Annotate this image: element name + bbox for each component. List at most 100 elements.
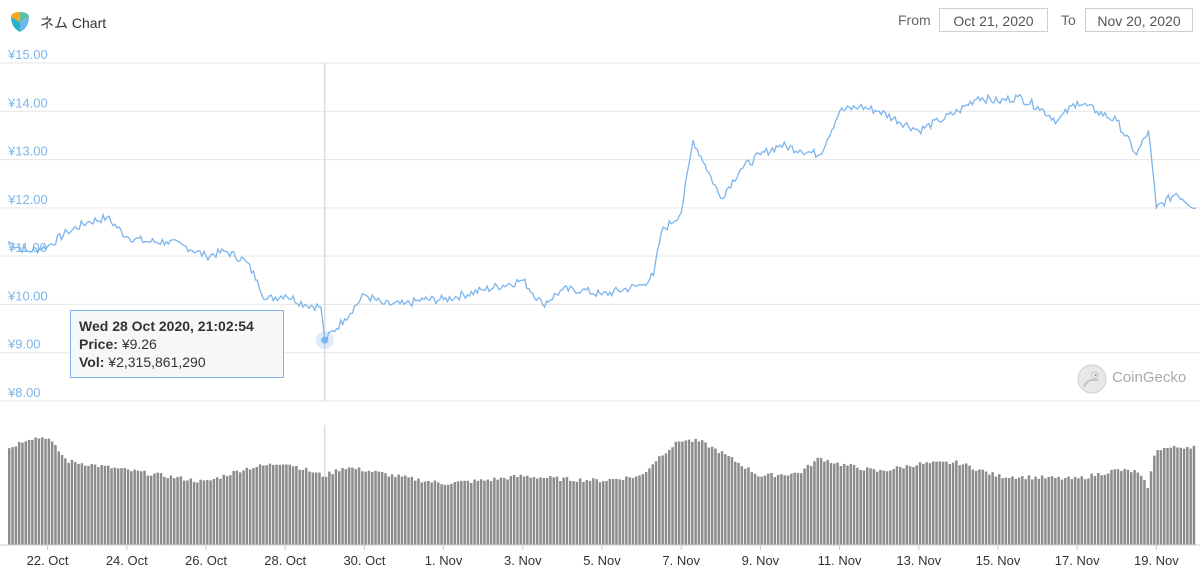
volume-bar [80, 463, 84, 545]
volume-bar [516, 477, 519, 545]
volume-bar [479, 479, 483, 545]
volume-bar [248, 469, 252, 545]
volume-bar [582, 482, 585, 545]
volume-bar [338, 471, 341, 545]
hover-point [321, 336, 329, 344]
volume-bar [1014, 478, 1017, 545]
volume-bar [767, 473, 770, 545]
volume-bar [156, 472, 159, 545]
volume-bar [301, 469, 305, 545]
volume-bar [951, 462, 955, 545]
volume-bar [747, 467, 750, 545]
volume-bar [460, 480, 463, 545]
volume-bar [618, 479, 621, 545]
volume-bar [21, 442, 24, 545]
volume-bar [24, 441, 27, 545]
volume-bar [674, 441, 678, 545]
volume-bar [816, 457, 819, 545]
volume-bar [704, 442, 707, 545]
volume-bar [34, 437, 37, 545]
volume-bar [961, 464, 965, 545]
volume-bar [608, 479, 612, 545]
volume-bar [351, 467, 354, 545]
volume-bar [400, 476, 404, 545]
tooltip-vol-value: ¥2,315,861,290 [108, 354, 206, 370]
y-tick-label: ¥12.00 [7, 192, 48, 207]
volume-bar [1011, 476, 1014, 545]
volume-bar [374, 470, 377, 545]
volume-bar [724, 454, 727, 545]
volume-bar [1156, 450, 1159, 545]
volume-bar [552, 477, 555, 545]
volume-bar [50, 441, 54, 545]
volume-bar [1139, 475, 1143, 545]
volume-bar [126, 469, 130, 545]
volume-bar [1090, 473, 1093, 545]
volume-bar [978, 469, 981, 545]
volume-bar [258, 464, 262, 545]
volume-bar [1054, 478, 1057, 545]
volume-bar [644, 471, 648, 545]
tooltip-vol-label: Vol: [79, 354, 105, 370]
from-date-input[interactable]: Oct 21, 2020 [939, 8, 1048, 32]
volume-bar [717, 453, 720, 545]
volume-bar [506, 479, 509, 545]
volume-bar [938, 461, 942, 545]
x-tick-label: 22. Oct [27, 553, 69, 568]
volume-bar [809, 466, 813, 545]
volume-bar [380, 472, 384, 545]
volume-bar [1179, 447, 1182, 545]
volume-bar [443, 484, 447, 545]
volume-bar [1057, 476, 1060, 545]
volume-bar [925, 462, 928, 545]
volume-bar [437, 482, 440, 545]
volume-bar [651, 464, 654, 545]
volume-bar [1130, 472, 1133, 545]
volume-bar [159, 473, 163, 545]
volume-bar [1133, 470, 1136, 545]
volume-bar [305, 467, 308, 545]
volume-bar [806, 464, 810, 545]
volume-bar [176, 477, 179, 545]
volume-bar [542, 478, 546, 545]
volume-bar [562, 477, 565, 545]
volume-bar [1027, 475, 1031, 545]
volume-bar [912, 467, 915, 545]
price-tooltip: Wed 28 Oct 2020, 21:02:54 Price: ¥9.26 V… [70, 310, 284, 378]
volume-bar [839, 466, 843, 545]
volume-bar [1103, 474, 1107, 545]
volume-bar [387, 476, 390, 545]
volume-bar [519, 474, 522, 545]
volume-bar [522, 476, 526, 545]
volume-bar [397, 474, 400, 545]
volume-bar [908, 466, 912, 545]
volume-bar [922, 463, 925, 545]
volume-bar [318, 472, 321, 545]
volume-bar [427, 480, 430, 545]
volume-bar [918, 462, 922, 545]
volume-bar [486, 479, 489, 545]
volume-bar [697, 441, 701, 545]
to-date-input[interactable]: Nov 20, 2020 [1085, 8, 1193, 32]
volume-bar [1120, 471, 1123, 545]
volume-bar [367, 470, 371, 545]
volume-bar [730, 457, 734, 545]
volume-bar [308, 471, 311, 545]
volume-bar [1017, 477, 1021, 545]
volume-bar [872, 469, 876, 545]
volume-bar [136, 470, 140, 545]
volume-bar [110, 468, 113, 545]
volume-bar [206, 480, 209, 545]
volume-bar [1034, 476, 1037, 545]
x-tick-label: 9. Nov [742, 553, 780, 568]
volume-bar [1064, 478, 1067, 545]
volume-bar [212, 479, 216, 545]
volume-bar [1037, 478, 1041, 545]
volume-bar [714, 448, 717, 545]
volume-bar [532, 477, 536, 545]
volume-bar [341, 468, 344, 545]
x-tick-label: 30. Oct [343, 553, 385, 568]
volume-bar [97, 467, 100, 545]
volume-bar [592, 478, 595, 545]
